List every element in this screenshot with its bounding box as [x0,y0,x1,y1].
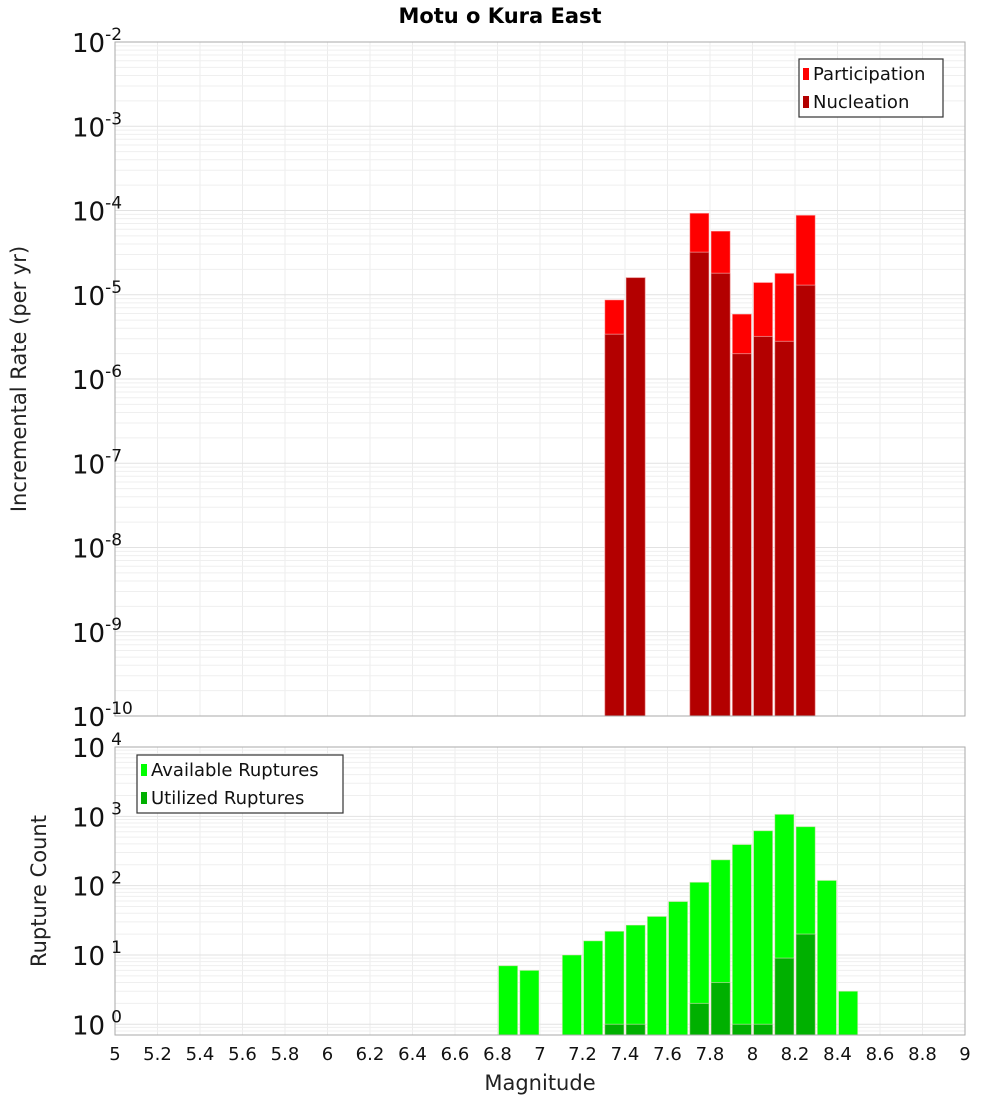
bar-utilized-ruptures [731,1023,752,1036]
x-tick-label: 9 [959,1044,970,1065]
bar-utilized-ruptures [774,957,795,1036]
x-tick-label: 6.6 [441,1044,470,1065]
bar-utilized-ruptures [625,1023,646,1036]
bar-available-ruptures [519,969,540,1036]
x-tick-label: 5.8 [271,1044,300,1065]
x-tick-label: 5 [109,1044,120,1065]
y-tick-label: 10-3 [72,109,122,143]
bar-available-ruptures [498,965,519,1036]
x-tick-label: 6.4 [398,1044,427,1065]
bar-available-ruptures [668,901,689,1036]
chart-title: Motu o Kura East [398,4,601,28]
y-tick-label: 10-10 [72,699,133,733]
x-tick-label: 6.8 [483,1044,512,1065]
x-axis-label: Magnitude [484,1071,595,1095]
plot-panel-0: 10-10 10-9 10-8 10-7 10-6 10-5 10-4 10-3 10-2 Inc… [7,25,966,733]
bar-available-ruptures [838,990,859,1036]
bar-utilized-ruptures [753,1023,774,1036]
legend-label: Available Ruptures [151,760,319,781]
bar-available-ruptures [561,954,582,1036]
bar-nucleation [689,251,710,717]
plot-frame [114,41,966,717]
bar-utilized-ruptures [710,982,731,1036]
x-tick-label: 8.6 [866,1044,895,1065]
bar-available-ruptures [753,830,774,1036]
x-tick-label: 7.2 [568,1044,597,1065]
bar-available-ruptures [646,915,667,1036]
x-tick-label: 8.4 [823,1044,852,1065]
x-tick-label: 7.8 [696,1044,725,1065]
legend-swatch [141,792,147,804]
y-tick-label: 10-7 [72,446,122,480]
y-tick-label: 10-6 [72,362,122,396]
legend-label: Nucleation [813,92,909,113]
bar-nucleation [753,335,774,717]
legend-swatch [803,68,809,80]
legend-swatch [803,96,809,108]
bar-nucleation [604,333,625,717]
legend-label: Participation [813,64,925,85]
y-tick-label: 10 1 [72,938,122,972]
y-tick-label: 10 2 [72,869,122,903]
bar-nucleation [625,277,646,717]
bar-available-ruptures [625,924,646,1036]
y-axis-label: Rupture Count [27,815,51,967]
x-tick-label: 5.2 [143,1044,172,1065]
legend-label: Utilized Ruptures [151,788,304,809]
bar-available-ruptures [583,940,604,1036]
legend-box [798,58,944,118]
y-tick-label: 10-2 [72,25,122,59]
y-tick-label: 10-8 [72,531,122,565]
x-tick-label: 6 [322,1044,333,1065]
y-tick-label: 10-5 [72,278,122,312]
bar-utilized-ruptures [689,1002,710,1036]
bar-nucleation [774,340,795,717]
y-tick-label: 10-4 [72,194,122,228]
y-tick-label: 10 4 [72,730,122,764]
bar-nucleation [795,284,816,717]
y-tick-label: 10-9 [72,615,122,649]
x-tick-label: 8.8 [908,1044,937,1065]
bar-available-ruptures [731,844,752,1036]
x-tick-label: 7 [534,1044,545,1065]
bar-available-ruptures [604,930,625,1036]
legend-swatch [141,764,147,776]
x-tick-label: 8.2 [781,1044,810,1065]
bar-nucleation [710,272,731,717]
bar-nucleation [731,353,752,717]
x-tick-label: 6.2 [356,1044,385,1065]
legend-box [136,754,344,814]
y-axis-label: Incremental Rate (per yr) [7,246,31,512]
x-tick-label: 5.6 [228,1044,257,1065]
y-tick-label: 10 0 [72,1007,122,1041]
x-tick-label: 5.4 [186,1044,215,1065]
plot-frame [114,746,966,1036]
x-tick-label: 7.4 [611,1044,640,1065]
x-tick-label: 7.6 [653,1044,682,1065]
x-tick-label: 8 [747,1044,758,1065]
bar-available-ruptures [816,879,837,1036]
bar-utilized-ruptures [604,1023,625,1036]
bar-utilized-ruptures [795,933,816,1036]
y-tick-label: 10 3 [72,799,122,833]
